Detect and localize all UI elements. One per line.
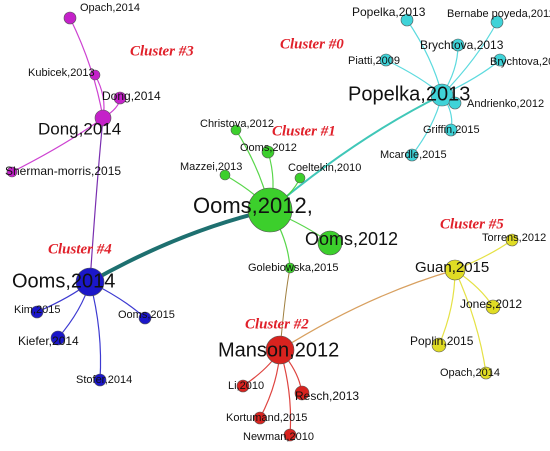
node — [444, 259, 466, 281]
node-label: Sherman-morris,2015 — [5, 164, 121, 178]
node — [317, 230, 343, 256]
node — [405, 148, 419, 162]
node — [451, 38, 465, 52]
node — [448, 96, 462, 110]
node-label: Kortumand,2015 — [226, 412, 307, 424]
node-label: Brychtova,2012 — [490, 56, 550, 68]
node-label: Ooms,2012 — [305, 229, 398, 249]
node-label: Stofer,2014 — [76, 374, 132, 386]
node-label: Ooms,2012, — [193, 193, 313, 218]
node — [30, 305, 44, 319]
edge — [454, 269, 487, 374]
node — [444, 123, 458, 137]
node — [284, 262, 296, 274]
node — [431, 337, 447, 353]
node-label: Ooms,2012 — [240, 142, 297, 154]
node-label: Kubicek,2013 — [28, 67, 95, 79]
edge — [269, 94, 443, 211]
node-label: Ooms,2014 — [12, 270, 115, 292]
node — [93, 373, 107, 387]
node — [379, 53, 393, 67]
edge — [89, 117, 104, 283]
node — [430, 83, 454, 107]
node-label: Kim,2015 — [14, 304, 60, 316]
node-label: Andrienko,2012 — [467, 98, 544, 110]
node — [236, 379, 250, 393]
node-label: Golebiowska,2015 — [248, 262, 339, 274]
node-label: Brychtova,2013 — [420, 38, 504, 52]
cluster-label: Cluster #3 — [130, 43, 194, 59]
node-label: Poplin,2015 — [410, 334, 474, 348]
cluster-label: Cluster #2 — [245, 316, 309, 332]
node-label: Manson,2012 — [218, 339, 339, 361]
node — [261, 145, 275, 159]
cluster-label: Cluster #0 — [280, 36, 344, 52]
node — [75, 267, 105, 297]
cluster-label: Cluster #1 — [272, 123, 336, 139]
node-label: Popelka,2013 — [352, 5, 426, 19]
node — [283, 428, 297, 442]
node-label: Guan,2015 — [415, 259, 489, 276]
cluster-label: Cluster #5 — [440, 216, 504, 232]
node — [63, 11, 77, 25]
node — [50, 330, 66, 346]
node — [247, 187, 293, 233]
node — [89, 69, 101, 81]
node-label: Christova,2012 — [200, 118, 274, 130]
edge — [279, 269, 456, 351]
node-label: Torrens,2012 — [482, 232, 546, 244]
node-label: Ooms,2015 — [118, 309, 175, 321]
node-label: Mcardle,2015 — [380, 149, 447, 161]
cluster-label: Cluster #4 — [48, 241, 112, 257]
node — [230, 124, 242, 136]
node-label: Resch,2013 — [295, 389, 359, 403]
node — [493, 53, 507, 67]
node-label: Newman,2010 — [243, 431, 314, 443]
node-label: Li,2010 — [228, 380, 264, 392]
edge — [89, 281, 102, 381]
node — [253, 411, 267, 425]
node — [219, 169, 231, 181]
node-label: Opach,2014 — [80, 2, 140, 14]
node — [6, 166, 18, 178]
node — [490, 15, 504, 29]
node-label: Kiefer,2014 — [18, 334, 79, 348]
node-label: Popelka,2013 — [348, 83, 470, 105]
node — [113, 91, 127, 105]
edge — [69, 17, 104, 119]
edge — [11, 117, 104, 173]
node-label: Mazzei,2013 — [180, 161, 242, 173]
node-label: Bernabe poyeda,2011 — [447, 8, 550, 20]
node-label: Dong,2014 — [102, 89, 161, 103]
edge — [89, 208, 271, 284]
node — [400, 13, 414, 27]
node — [294, 172, 306, 184]
node-label: Dong,2014 — [38, 119, 121, 138]
node-label: Jones,2012 — [460, 297, 522, 311]
node — [94, 109, 112, 127]
node — [294, 385, 310, 401]
node — [138, 311, 152, 325]
node-label: Coeltekin,2010 — [288, 162, 361, 174]
node-label: Opach,2014 — [440, 367, 500, 379]
node — [485, 299, 501, 315]
node — [505, 233, 519, 247]
node — [479, 366, 493, 380]
node-label: Griffin,2015 — [423, 124, 480, 136]
node-label: Piatti,2009 — [348, 55, 400, 67]
node — [265, 335, 295, 365]
